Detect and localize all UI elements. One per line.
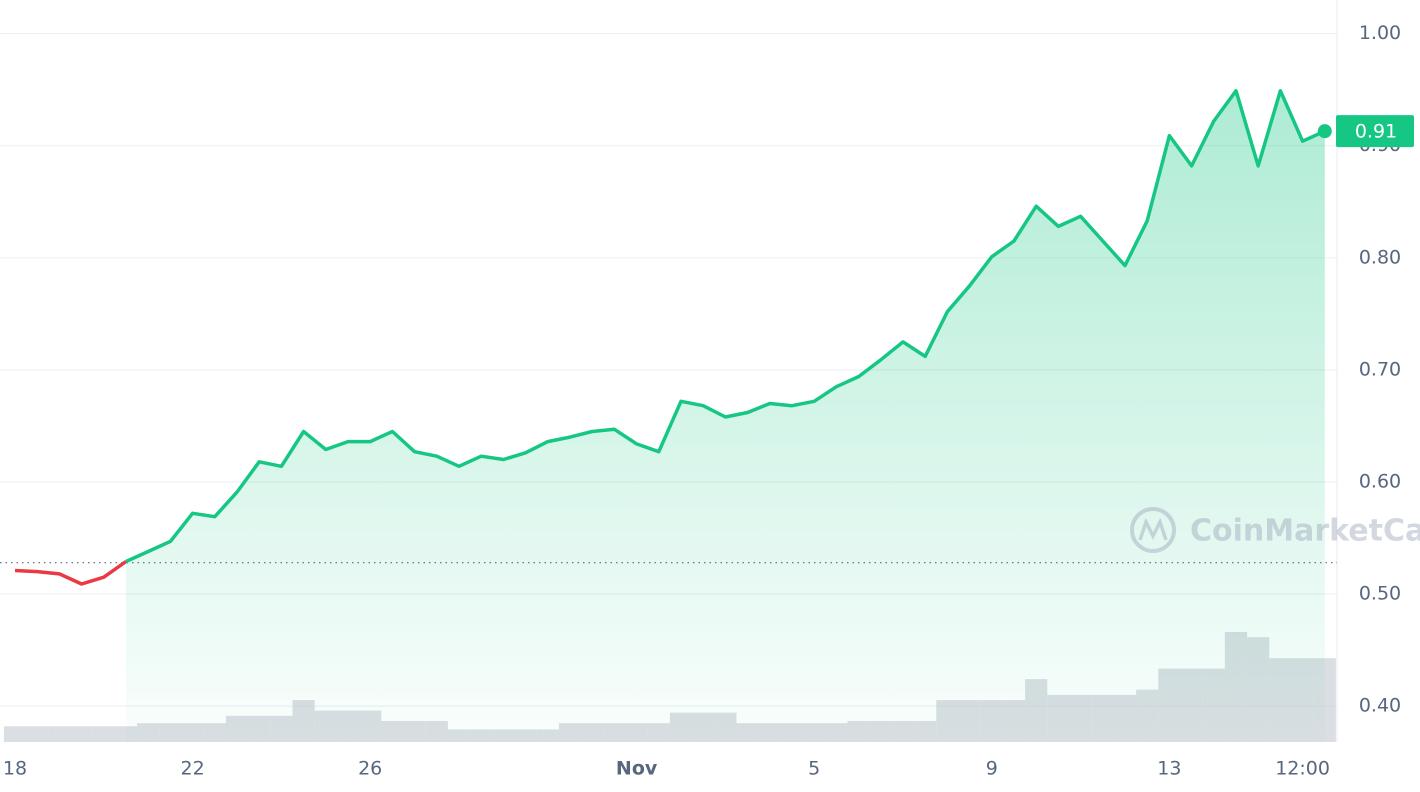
x-tick-label: 13 xyxy=(1157,758,1181,780)
price-tag-label: 0.91 xyxy=(1355,121,1397,143)
y-tick-label: 0.40 xyxy=(1359,695,1401,717)
y-tick-label: 0.50 xyxy=(1359,583,1401,605)
y-tick-label: 1.00 xyxy=(1359,22,1401,44)
x-tick-label: 22 xyxy=(181,758,205,780)
x-tick-label: Nov xyxy=(616,758,658,780)
area xyxy=(126,90,1325,743)
axes: 0.400.500.600.700.800.901.00182226Nov591… xyxy=(3,22,1414,780)
volume-bar xyxy=(26,726,49,742)
y-tick-label: 0.80 xyxy=(1359,246,1401,268)
volume-bar xyxy=(3,726,27,742)
x-tick-label: 9 xyxy=(986,758,998,780)
volume-bar xyxy=(92,726,115,742)
last-point xyxy=(1317,124,1332,139)
x-tick-label: 5 xyxy=(808,758,820,780)
volume-bar xyxy=(48,726,71,742)
y-tick-label: 0.60 xyxy=(1359,470,1401,492)
volume-bar xyxy=(70,726,93,742)
line-up xyxy=(125,89,1326,564)
watermark: CoinMarketCap xyxy=(1130,507,1420,553)
watermark-text: CoinMarketCap xyxy=(1190,514,1420,549)
watermark-logo xyxy=(1130,507,1176,553)
watermark-logo-m xyxy=(1138,517,1168,541)
x-tick-label: 12:00 xyxy=(1275,758,1330,780)
plot xyxy=(0,89,1337,743)
y-tick-label: 0.70 xyxy=(1359,358,1401,380)
x-tick-label: 18 xyxy=(3,758,27,780)
line-down xyxy=(14,560,128,586)
x-tick-label: 26 xyxy=(358,758,382,780)
price-tag xyxy=(1336,115,1414,148)
